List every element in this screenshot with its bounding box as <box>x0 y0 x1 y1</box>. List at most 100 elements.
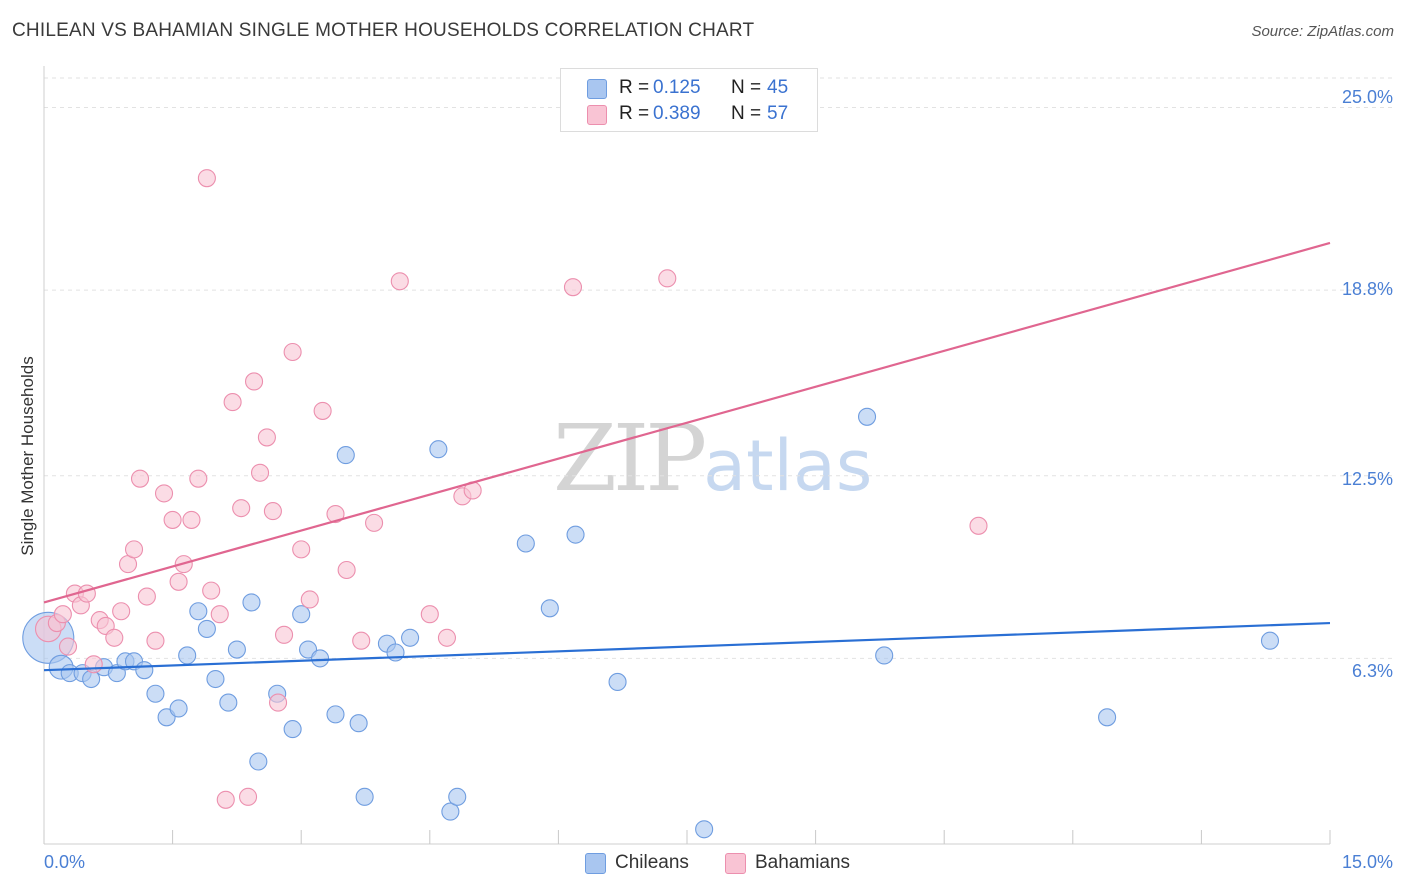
data-point-chileans <box>135 661 154 680</box>
data-point-chileans <box>283 720 302 739</box>
data-point-chileans <box>169 699 188 718</box>
bahamians-swatch <box>725 853 746 874</box>
chileans-swatch <box>587 79 607 99</box>
correlation-legend: R = 0.125 N = 45 R = 0.389 N = 57 <box>560 68 818 132</box>
data-point-bahamians <box>250 463 270 482</box>
y-tick-label: 12.5% <box>1341 469 1393 489</box>
n-label: N = <box>731 77 762 98</box>
data-point-bahamians <box>105 628 124 647</box>
data-point-bahamians <box>238 787 258 806</box>
data-point-chileans <box>448 787 467 806</box>
data-point-chileans <box>336 446 355 465</box>
data-point-bahamians <box>189 469 208 488</box>
data-point-chileans <box>566 525 585 544</box>
watermark: ZIPatlas <box>553 405 872 512</box>
legend-label: Chileans <box>615 852 689 873</box>
data-point-bahamians <box>563 278 583 297</box>
x-tick-label: 0.0% <box>44 852 86 872</box>
r-value: 0.125 <box>653 77 701 98</box>
y-tick-label: 25.0% <box>1341 87 1393 107</box>
data-point-chileans <box>441 802 460 821</box>
watermark-atlas: atlas <box>703 425 873 507</box>
data-point-chileans <box>355 787 374 806</box>
data-point-chileans <box>326 705 345 724</box>
data-point-bahamians <box>352 631 371 650</box>
data-point-bahamians <box>263 502 282 521</box>
data-point-bahamians <box>84 655 103 674</box>
data-point-chileans <box>311 649 330 668</box>
data-point-bahamians <box>163 510 182 529</box>
data-point-chileans <box>197 619 216 638</box>
data-point-bahamians <box>244 372 264 391</box>
y-axis-label: Single Mother Households <box>18 356 37 556</box>
data-point-chileans <box>429 440 448 459</box>
data-point-chileans <box>875 646 894 665</box>
data-point-chileans <box>206 669 225 689</box>
y-tick-label: 6.3% <box>1351 661 1393 681</box>
chart-title: CHILEAN VS BAHAMIAN SINGLE MOTHER HOUSEH… <box>12 20 755 41</box>
data-point-bahamians <box>420 605 439 624</box>
data-point-bahamians <box>313 401 332 420</box>
data-point-bahamians <box>269 693 288 712</box>
r-value: 0.389 <box>653 103 701 124</box>
data-point-bahamians <box>365 513 384 532</box>
data-point-chileans <box>292 605 311 624</box>
data-point-bahamians <box>658 269 677 288</box>
data-point-bahamians <box>292 540 311 559</box>
data-point-bahamians <box>337 560 356 580</box>
data-point-bahamians <box>300 590 319 609</box>
data-point-bahamians <box>137 587 156 606</box>
data-point-chileans <box>249 752 268 771</box>
n-label: N = <box>731 103 762 124</box>
data-point-bahamians <box>275 625 294 644</box>
data-point-bahamians <box>232 499 251 518</box>
data-point-bahamians <box>257 428 276 447</box>
data-point-bahamians <box>58 637 78 656</box>
data-point-chileans <box>242 593 261 612</box>
trend-line-chileans <box>43 621 1331 672</box>
data-point-bahamians <box>390 272 409 291</box>
bahamians-swatch <box>587 105 607 125</box>
trend-line-bahamians <box>43 241 1331 604</box>
data-point-chileans <box>516 534 535 553</box>
data-point-bahamians <box>53 605 72 624</box>
data-point-chileans <box>540 599 559 618</box>
data-point-bahamians <box>202 581 221 600</box>
data-point-bahamians <box>154 484 174 503</box>
data-point-bahamians <box>283 342 302 362</box>
data-point-bahamians <box>146 631 165 650</box>
data-point-bahamians <box>216 790 235 809</box>
x-tick-label: 15.0% <box>1341 852 1393 872</box>
chileans-swatch <box>585 853 606 874</box>
data-point-chileans <box>857 407 877 426</box>
data-point-bahamians <box>210 605 229 624</box>
data-point-chileans <box>401 628 420 647</box>
data-point-bahamians <box>326 504 345 524</box>
data-point-bahamians <box>197 169 216 188</box>
data-point-bahamians <box>77 584 96 603</box>
data-point-chileans <box>189 602 208 621</box>
r-label: R = <box>619 103 650 124</box>
data-point-bahamians <box>437 628 456 647</box>
data-point-chileans <box>219 693 238 712</box>
r-label: R = <box>619 77 650 98</box>
watermark-zip: ZIP <box>553 405 707 512</box>
data-point-bahamians <box>130 469 150 488</box>
n-value: 45 <box>767 77 789 98</box>
data-point-bahamians <box>169 572 188 591</box>
data-point-bahamians <box>124 540 144 559</box>
data-point-chileans <box>178 646 197 665</box>
data-point-chileans <box>349 714 368 733</box>
data-point-chileans <box>608 672 627 692</box>
legend-label: Bahamians <box>755 852 851 873</box>
data-point-chileans <box>695 820 714 839</box>
source-credit: Source: ZipAtlas.com <box>1251 23 1394 40</box>
data-point-bahamians <box>182 510 201 529</box>
data-point-bahamians <box>223 393 242 412</box>
data-point-chileans <box>146 684 165 703</box>
data-point-chileans <box>1260 631 1280 650</box>
data-point-chileans <box>1098 708 1117 727</box>
data-point-chileans <box>227 640 246 659</box>
n-value: 57 <box>767 103 789 124</box>
